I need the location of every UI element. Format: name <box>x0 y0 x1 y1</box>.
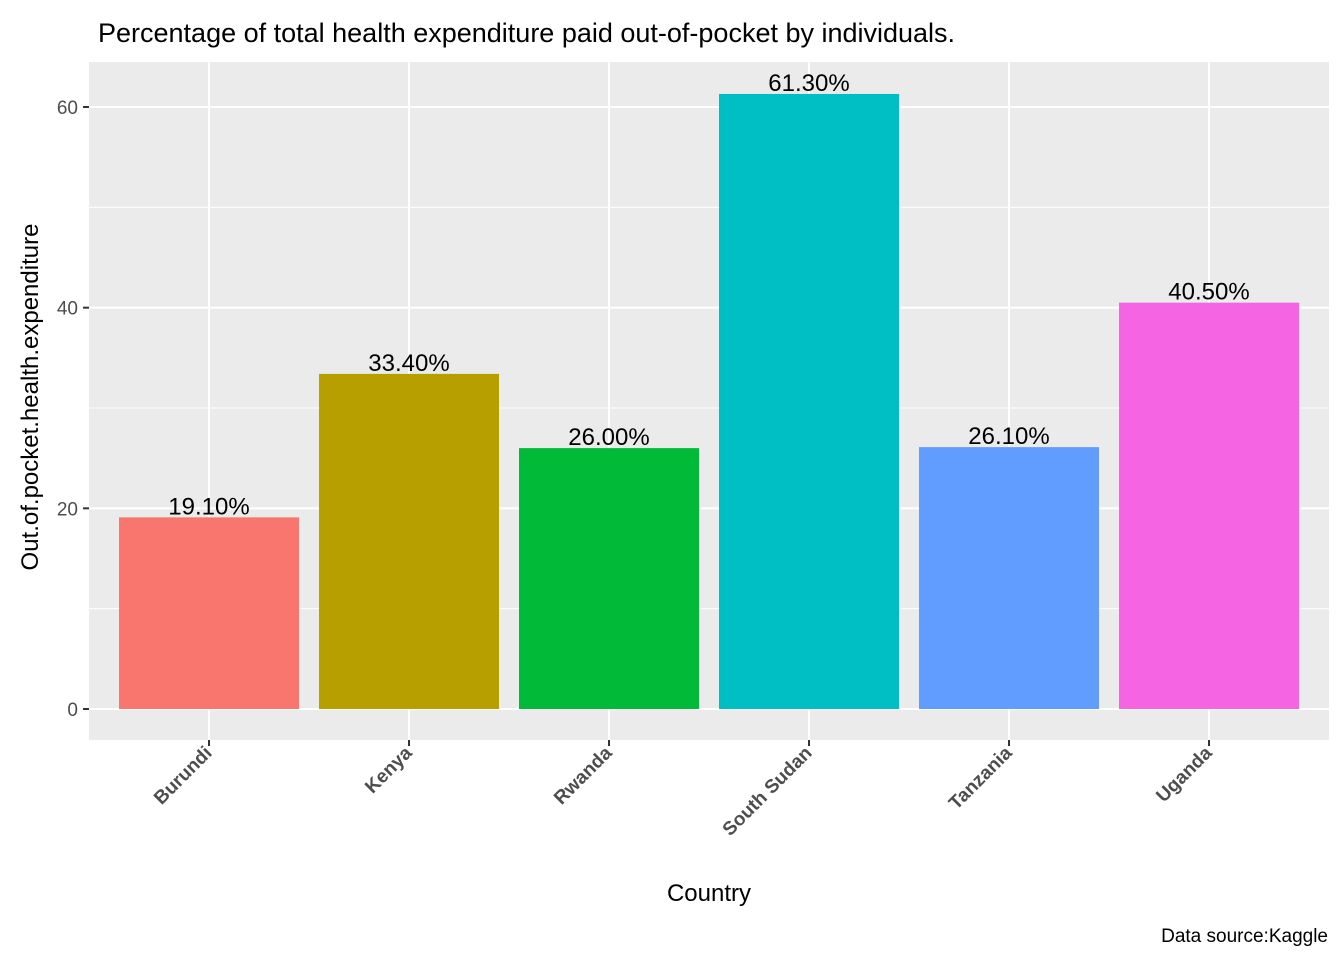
x-tick-label: Kenya <box>361 742 416 797</box>
y-axis: 0 20 40 60 <box>57 98 89 721</box>
x-tick-label: Uganda <box>1152 742 1216 806</box>
x-axis: Burundi Kenya Rwanda South Sudan Tanzania Uga… <box>150 740 1217 840</box>
y-tick-label: 0 <box>67 700 78 721</box>
data-label: 40.50% <box>1168 279 1249 306</box>
caption: Data source:Kaggle <box>1161 926 1328 947</box>
bars <box>119 93 1299 709</box>
x-tick-label: Tanzania <box>945 742 1017 814</box>
y-axis-title: Out.of.pocket.health.expenditure <box>17 224 44 571</box>
bar-tanzania <box>919 447 1099 709</box>
x-axis-title: Country <box>667 880 751 907</box>
bar-kenya <box>319 373 499 709</box>
bar-uganda <box>1119 302 1299 709</box>
data-label: 26.00% <box>568 424 649 451</box>
y-tick-label: 20 <box>57 499 78 520</box>
chart-title: Percentage of total health expenditure p… <box>98 18 955 48</box>
data-label: 19.10% <box>168 493 249 520</box>
bar-south-sudan <box>719 93 899 709</box>
x-tick-label: Burundi <box>150 743 216 809</box>
bar-burundi <box>119 517 299 709</box>
x-tick-label: South Sudan <box>719 743 817 841</box>
data-labels: 19.10% 33.40% 26.00% 61.30% 26.10% 40.50% <box>168 70 1249 520</box>
data-label: 61.30% <box>768 70 849 97</box>
data-label: 33.40% <box>368 350 449 377</box>
data-label: 26.10% <box>968 423 1049 450</box>
y-tick-label: 40 <box>57 299 78 320</box>
x-tick-label: Rwanda <box>550 742 617 809</box>
bar-rwanda <box>519 448 699 709</box>
y-tick-label: 60 <box>57 98 78 119</box>
